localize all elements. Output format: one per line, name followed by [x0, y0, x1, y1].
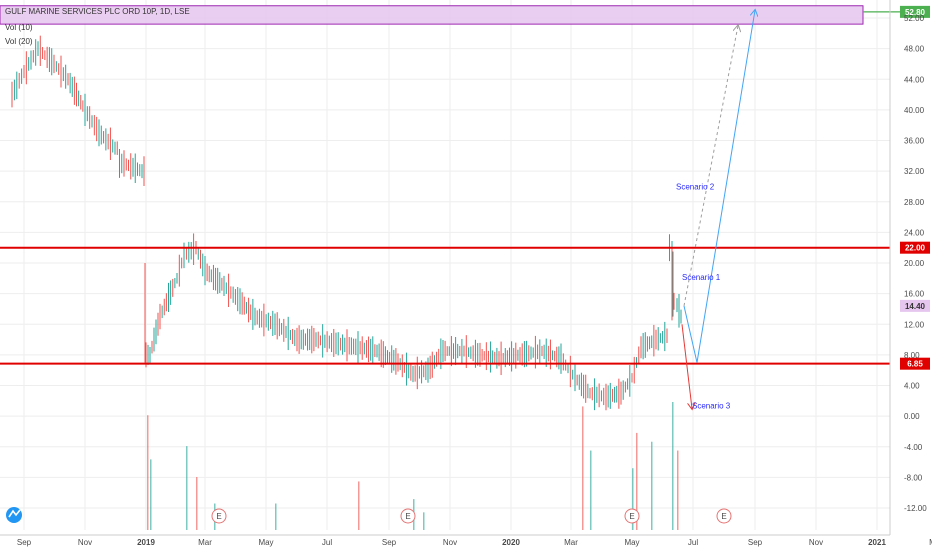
x-tick-label: May	[624, 538, 639, 547]
volume-bar	[423, 512, 425, 530]
scenario-label: Scenario 3	[692, 401, 731, 410]
y-tick-label: 8.00	[904, 351, 920, 360]
horizontal-levels: 22.00 6.85 52.80 14.40	[0, 5, 930, 370]
volume-bar	[275, 503, 277, 530]
volume-10-label: Vol (10)	[5, 23, 33, 32]
x-tick-label: Mar	[929, 538, 932, 547]
x-tick-label: Jul	[322, 538, 332, 547]
earnings-e-icon	[624, 508, 640, 524]
resistance-zone-layer	[0, 5, 864, 25]
legend: GULF MARINE SERVICES PLC ORD 10P, 1D, LS…	[5, 7, 190, 46]
scenario-arrow	[683, 26, 738, 306]
y-tick-label: 48.00	[904, 45, 925, 54]
last-price-label: 14.40	[905, 302, 926, 311]
x-tick-label: Nov	[809, 538, 823, 547]
y-tick-label: 16.00	[904, 290, 925, 299]
earnings-e-icon	[716, 508, 732, 524]
volume-bars	[147, 402, 679, 530]
y-tick-label: 28.00	[904, 198, 925, 207]
price-level-badge	[900, 241, 930, 254]
x-tick-label: Nov	[78, 538, 92, 547]
volume-20-label: Vol (20)	[5, 37, 33, 46]
x-tick-label: 2020	[502, 538, 520, 547]
volume-bar	[186, 446, 188, 530]
scenario-arrow	[681, 324, 692, 408]
volume-bar	[358, 481, 360, 530]
price-bars	[11, 35, 682, 411]
volume-bar	[147, 415, 149, 530]
symbol-title: GULF MARINE SERVICES PLC ORD 10P, 1D, LS…	[5, 7, 190, 16]
y-tick-label: 40.00	[904, 106, 925, 115]
y-tick-label: -8.00	[904, 473, 923, 482]
price-level-label: 6.85	[907, 360, 923, 369]
x-tick-label: Jul	[688, 538, 698, 547]
x-tick-label: Mar	[564, 538, 578, 547]
volume-bar	[677, 450, 679, 530]
y-tick-label: 52.00	[904, 14, 925, 23]
y-tick-label: 44.00	[904, 75, 925, 84]
x-tick-label: May	[258, 538, 273, 547]
volume-bar	[636, 432, 638, 530]
volume-bar	[196, 477, 198, 530]
x-tick-label: 2019	[137, 538, 155, 547]
volume-bar	[651, 441, 653, 530]
volume-bar	[150, 459, 152, 530]
volume-bar	[582, 406, 584, 530]
volume-bar	[672, 402, 674, 530]
x-tick-label: 2021	[868, 538, 886, 547]
target-level-badge	[900, 5, 930, 18]
x-tick-label: Sep	[382, 538, 397, 547]
earnings-marker-label: E	[629, 512, 634, 521]
earnings-marker-label: E	[216, 512, 221, 521]
y-tick-label: 36.00	[904, 137, 925, 146]
last-price-badge	[900, 299, 930, 312]
price-level-badge	[900, 357, 930, 370]
volume-bar	[590, 450, 592, 530]
earnings-marker-label: E	[405, 512, 410, 521]
earnings-marker-label: E	[721, 512, 726, 521]
x-tick-label: Mar	[198, 538, 212, 547]
y-tick-label: 32.00	[904, 167, 925, 176]
scenario-label: Scenario 2	[676, 183, 715, 192]
tradingview-logo-icon[interactable]	[6, 507, 22, 523]
grid	[0, 0, 890, 530]
resistance-zone	[0, 5, 864, 25]
volume-bar	[632, 468, 634, 530]
y-tick-label: 12.00	[904, 320, 925, 329]
earnings-e-icon	[400, 508, 416, 524]
earnings-e-icon	[211, 508, 227, 524]
y-tick-label: -12.00	[904, 504, 927, 513]
y-tick-label: 24.00	[904, 228, 925, 237]
scenario-label: Scenario 1	[682, 273, 721, 282]
y-tick-label: 0.00	[904, 412, 920, 421]
y-tick-label: 20.00	[904, 259, 925, 268]
scenario-arrow	[683, 10, 755, 363]
y-tick-label: -4.00	[904, 443, 923, 452]
x-tick-label: Nov	[443, 538, 457, 547]
price-level-label: 22.00	[905, 244, 926, 253]
y-tick-label: 4.00	[904, 382, 920, 391]
x-tick-label: Sep	[17, 538, 32, 547]
target-level-label: 52.80	[905, 8, 926, 17]
x-tick-label: Sep	[748, 538, 763, 547]
scenario-arrows: Scenario 1 Scenario 2 Scenario 3	[676, 10, 755, 410]
